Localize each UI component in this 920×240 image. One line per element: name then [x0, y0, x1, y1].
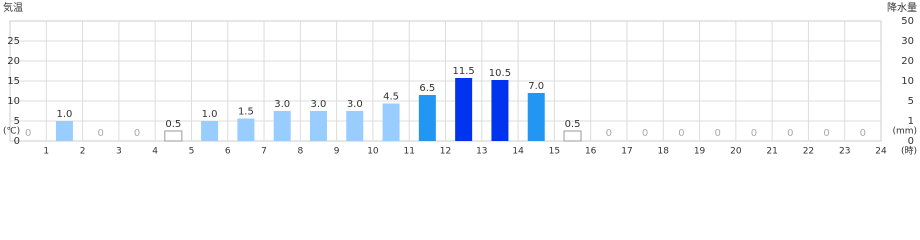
- y-tick-label: 10: [7, 96, 20, 107]
- bar: [527, 93, 545, 141]
- value-label: 0: [642, 128, 648, 139]
- bar: [346, 111, 364, 141]
- x-tick-label: 12: [440, 147, 451, 157]
- y-tick-label: 5: [14, 116, 20, 127]
- x-tick-label: 18: [658, 147, 670, 157]
- value-label: 3.0: [311, 99, 327, 110]
- value-label: 0.5: [565, 119, 581, 130]
- value-label: 6.5: [419, 83, 435, 94]
- y2-tick-label: 0: [908, 136, 914, 147]
- x-unit: (時): [901, 146, 917, 157]
- x-tick-label: 1: [43, 147, 49, 157]
- y2-tick-label: 5: [908, 96, 914, 107]
- value-label: 10.5: [489, 68, 511, 79]
- value-label: 0: [823, 128, 829, 139]
- value-label: 7.0: [528, 81, 544, 92]
- x-tick-label: 11: [403, 147, 414, 157]
- x-tick-label: 20: [730, 147, 742, 157]
- y2-tick-label: 1: [908, 116, 914, 127]
- y-unit: (℃): [3, 127, 20, 137]
- bar: [455, 78, 473, 141]
- value-label: 0.5: [165, 119, 181, 130]
- x-tick-label: 2: [80, 147, 86, 157]
- bar: [309, 111, 327, 141]
- y-tick-label: 25: [7, 36, 20, 47]
- y2-tick-label: 50: [901, 16, 914, 27]
- bar: [418, 95, 436, 141]
- x-tick-label: 7: [261, 147, 267, 157]
- x-tick-label: 13: [476, 147, 487, 157]
- x-tick-label: 9: [334, 147, 340, 157]
- value-label: 4.5: [383, 92, 399, 103]
- value-label: 0: [860, 128, 866, 139]
- bar: [55, 121, 73, 141]
- y2-tick-label: 20: [901, 56, 914, 67]
- bar: [237, 118, 255, 141]
- y-tick-label: 0: [14, 136, 20, 147]
- bar: [164, 130, 183, 142]
- value-label: 0: [751, 128, 757, 139]
- x-tick-label: 23: [839, 147, 850, 157]
- x-tick-label: 22: [803, 147, 814, 157]
- value-label: 11.5: [453, 66, 475, 77]
- y-tick-label: 20: [7, 56, 20, 67]
- value-label: 0: [715, 128, 721, 139]
- x-tick-label: 8: [297, 147, 303, 157]
- x-tick-label: 5: [189, 147, 195, 157]
- chart: 気温 (℃) 降水量 (mm) (時) 01510203050051015202…: [3, 1, 917, 157]
- value-label: 0: [134, 128, 140, 139]
- x-tick-label: 24: [875, 147, 887, 157]
- x-tick-label: 10: [367, 147, 379, 157]
- x-tick-label: 19: [694, 147, 706, 157]
- x-tick-label: 21: [766, 147, 777, 157]
- x-tick-label: 3: [116, 147, 122, 157]
- y2-tick-label: 30: [901, 36, 914, 47]
- bar: [382, 103, 400, 141]
- y-title: 気温: [3, 1, 23, 14]
- value-label: 1.0: [56, 109, 72, 120]
- value-label: 1.5: [238, 107, 254, 118]
- bar: [201, 121, 219, 141]
- value-label: 0: [787, 128, 793, 139]
- y-tick-label: 15: [7, 76, 20, 87]
- value-label: 0: [606, 128, 612, 139]
- bar: [491, 80, 509, 141]
- x-tick-label: 17: [621, 147, 632, 157]
- x-tick-label: 6: [225, 147, 231, 157]
- value-label: 3.0: [274, 99, 290, 110]
- x-tick-label: 16: [585, 147, 597, 157]
- x-tick-label: 4: [152, 147, 158, 157]
- y2-unit: (mm): [892, 127, 917, 137]
- bar: [273, 111, 291, 141]
- value-label: 1.0: [202, 109, 218, 120]
- value-label: 0: [678, 128, 684, 139]
- value-label: 0: [98, 128, 104, 139]
- y2-tick-label: 10: [901, 76, 914, 87]
- x-tick-label: 14: [512, 147, 524, 157]
- value-label: 0: [25, 128, 31, 139]
- x-tick-label: 15: [549, 147, 560, 157]
- value-label: 3.0: [347, 99, 363, 110]
- y2-title: 降水量: [887, 1, 917, 14]
- bar: [563, 130, 582, 142]
